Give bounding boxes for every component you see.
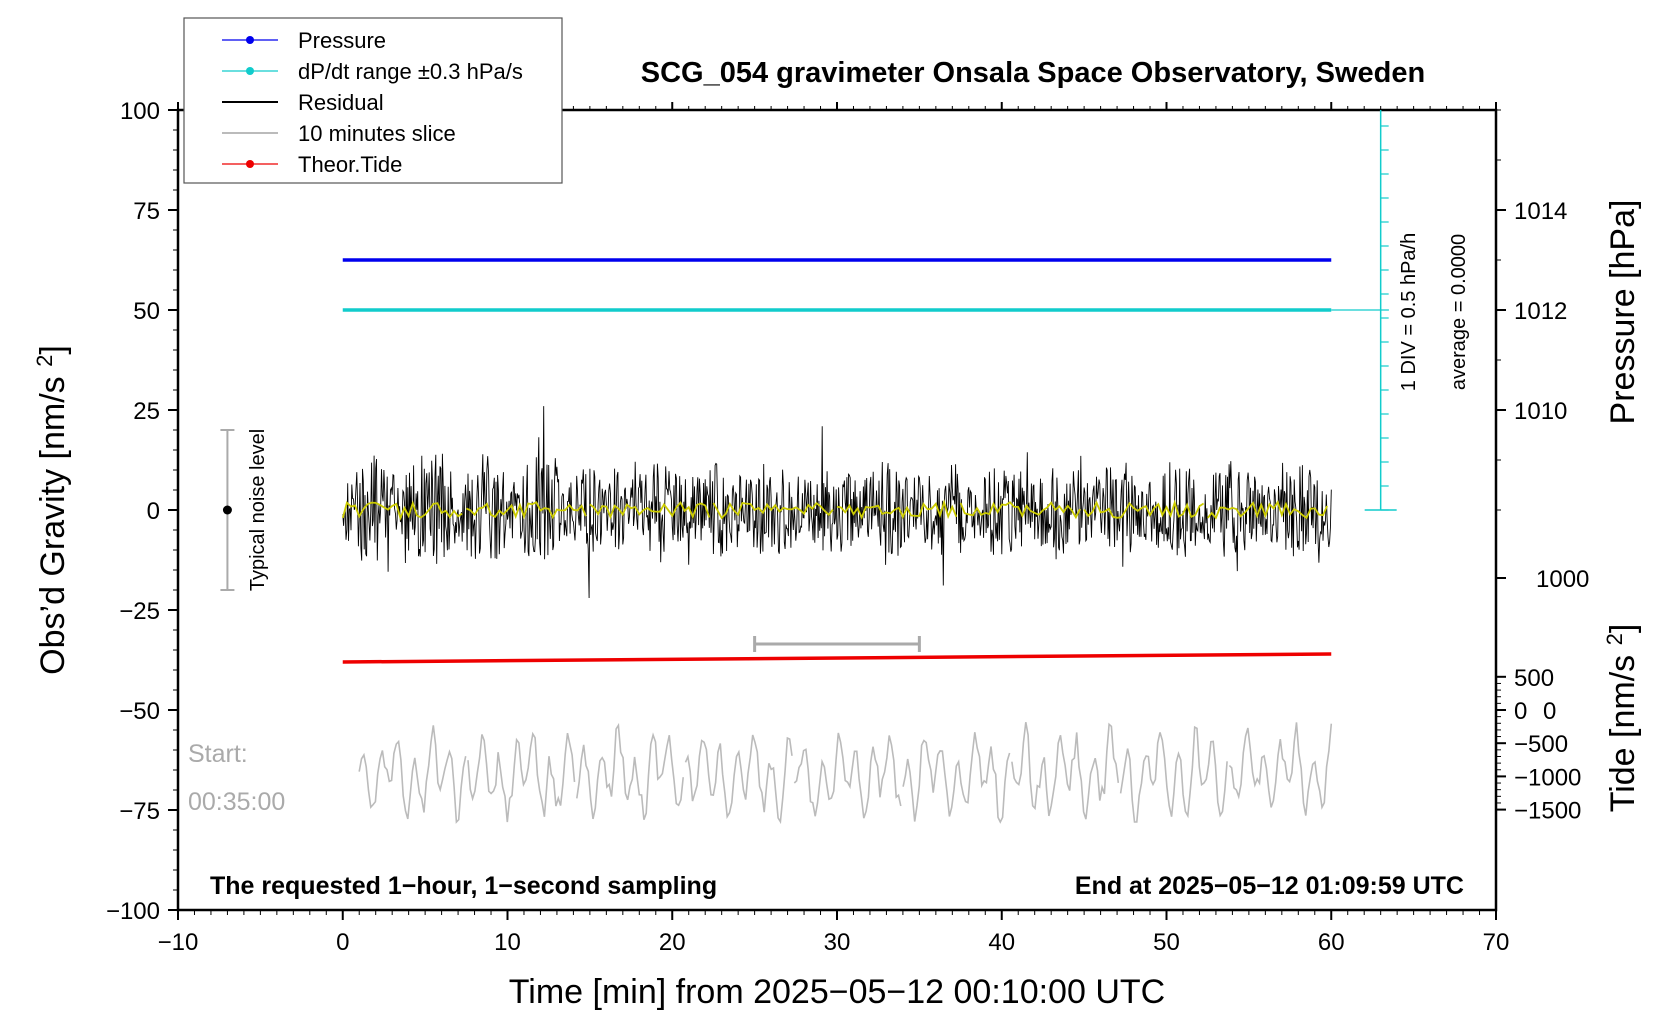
x-tick-label: 30	[824, 929, 851, 956]
y-tick-label: −100	[106, 898, 160, 925]
pressure-tick-label: 1012	[1514, 298, 1567, 325]
x-tick-label: 50	[1153, 929, 1180, 956]
y-tick-label: 0	[147, 498, 160, 525]
x-tick-label: 60	[1318, 929, 1345, 956]
y-axis-title-pressure: Pressure [hPa]	[1604, 200, 1642, 425]
y-axis-title-left: Obs’d Gravity [nm/s 2]	[32, 345, 73, 675]
legend: Pressure dP/dt range ±0.3 hPa/s Residual 10…	[183, 17, 563, 184]
bracket-close: ]	[1604, 624, 1642, 633]
y-tick-label: −75	[119, 798, 160, 825]
residual-series	[342, 406, 1332, 599]
pressure-tick-label: 1014	[1514, 198, 1567, 225]
bracket-close: ]	[34, 345, 72, 354]
superscript: 2	[1602, 633, 1627, 645]
legend-swatch-marker	[246, 160, 254, 168]
tide-tick-label: −1000	[1514, 764, 1581, 791]
legend-label: Theor.Tide	[298, 152, 402, 177]
x-tick-label: 10	[494, 929, 521, 956]
x-tick-label: −10	[158, 929, 199, 956]
legend-label: Pressure	[298, 28, 386, 53]
legend-label: dP/dt range ±0.3 hPa/s	[298, 59, 523, 84]
legend-box	[183, 17, 563, 184]
superscript: 2	[32, 355, 57, 367]
y-tick-label: −25	[119, 598, 160, 625]
legend-swatch-marker	[246, 67, 254, 75]
legend-label: Residual	[298, 90, 384, 115]
x-axis-title: Time [min] from 2025−05−12 00:10:00 UTC	[509, 973, 1165, 1011]
slice-line	[358, 722, 1333, 825]
ddiv-label-2: average = 0.0000	[1448, 234, 1470, 390]
slice-bracket	[753, 636, 921, 652]
ddiv-scale	[1364, 110, 1397, 511]
tide-tick-label: 500	[1514, 665, 1554, 692]
legend-swatch-marker	[246, 36, 254, 44]
x-tick-label: 0	[336, 929, 349, 956]
x-tick-label: 40	[988, 929, 1015, 956]
legend-entries: Pressure dP/dt range ±0.3 hPa/s Residual 10…	[222, 28, 523, 177]
note-left: The requested 1−hour, 1−second sampling	[210, 872, 717, 900]
x-tick-label: 20	[659, 929, 686, 956]
legend-label: 10 minutes slice	[298, 121, 456, 146]
y-axis-title-tide: Tide [nm/s 2]	[1602, 624, 1643, 813]
y-tick-label: −50	[119, 698, 160, 725]
y-tick-label: 100	[120, 98, 160, 125]
tide-tick-label: −500	[1514, 731, 1568, 758]
noise-level-indicator	[220, 429, 235, 591]
start-time: 00:35:00	[188, 788, 285, 816]
tide-tick-label: 0	[1543, 698, 1556, 725]
tide-tick-label: 0	[1514, 698, 1527, 725]
series-line	[342, 652, 1332, 664]
x-tick-label: 70	[1483, 929, 1510, 956]
y-axis-title-tide-text: Tide [nm/s	[1604, 655, 1642, 812]
ddiv-label-1: 1 DIV = 0.5 hPa/h	[1398, 233, 1420, 391]
chart-title: SCG_054 gravimeter Onsala Space Observat…	[641, 57, 1425, 89]
residual-line	[342, 406, 1332, 599]
y-tick-label: 75	[133, 198, 160, 225]
y-tick-label: 50	[133, 298, 160, 325]
y-tick-label: 25	[133, 398, 160, 425]
y-axis-title-left-text: Obs’d Gravity [nm/s	[34, 376, 72, 675]
noise-center-dot	[222, 505, 232, 515]
pressure-tick-label: 1000	[1536, 566, 1589, 593]
ten-minute-slice-series	[358, 722, 1333, 825]
tide-tick-label: −1500	[1514, 798, 1581, 825]
axis-ticks: −10 0 10 20 30 40 50 60 70−100−75−50−25025507510…	[106, 98, 1589, 956]
start-label: Start:	[188, 740, 248, 768]
note-right: End at 2025−05−12 01:09:59 UTC	[1075, 872, 1464, 900]
pressure-tick-label: 1010	[1514, 398, 1567, 425]
constant-series-group	[342, 258, 1389, 664]
noise-level-label: Typical noise level	[247, 429, 269, 591]
